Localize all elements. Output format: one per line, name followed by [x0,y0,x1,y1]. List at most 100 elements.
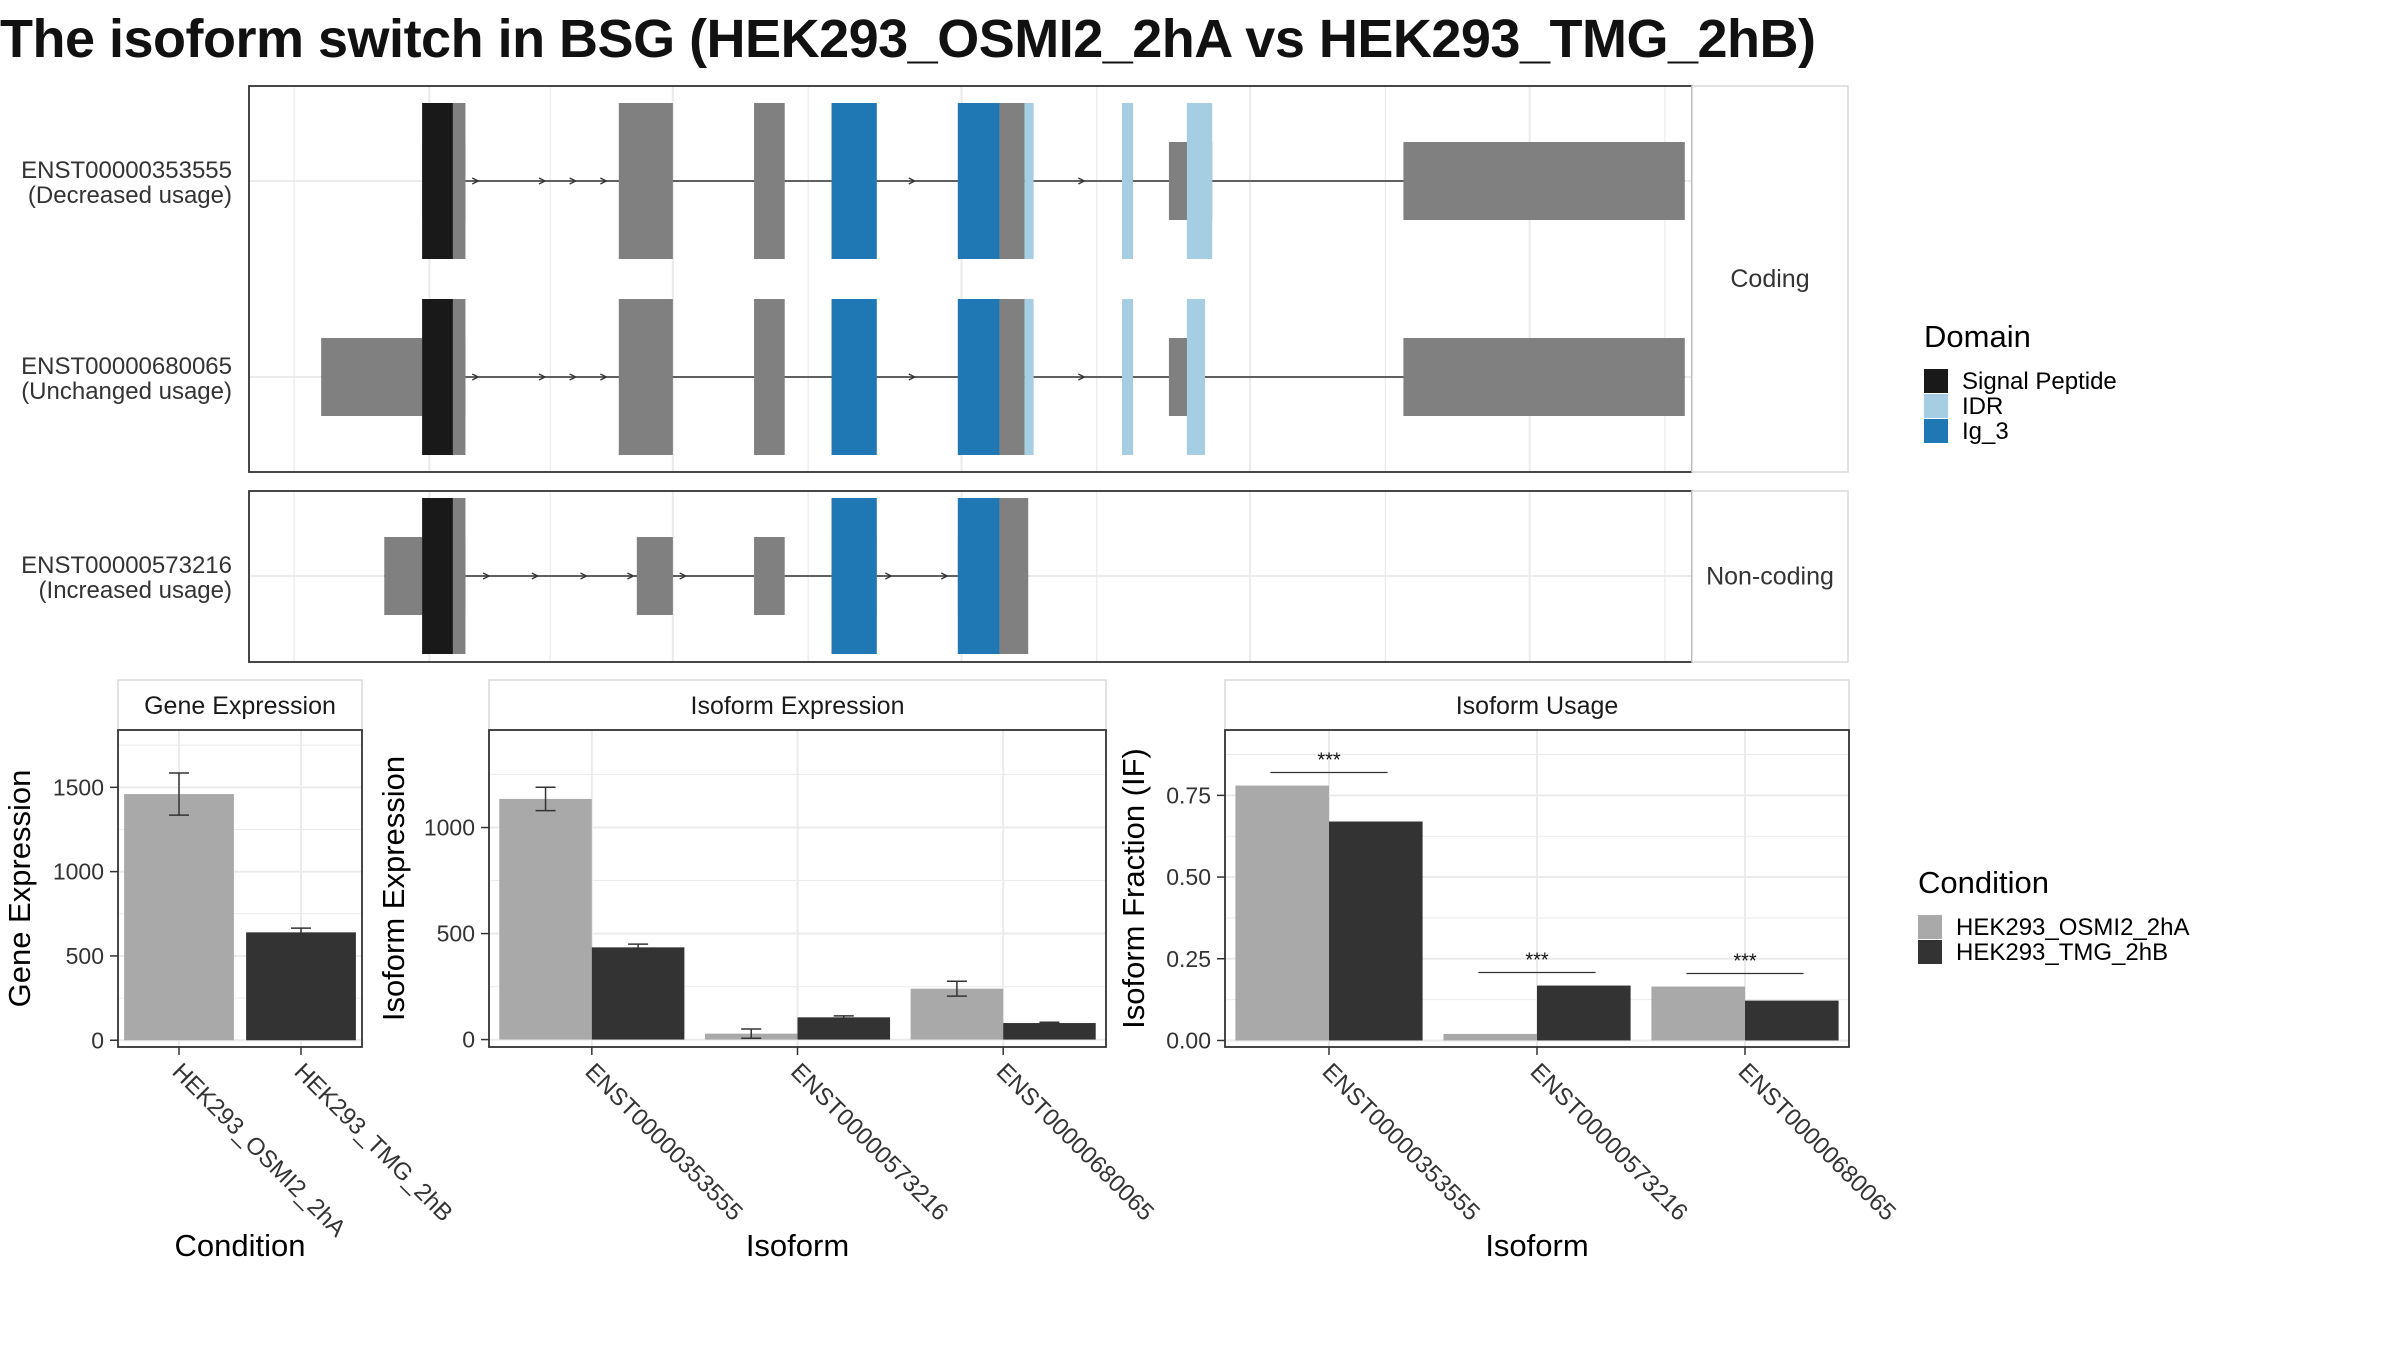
y-tick-label: 500 [437,921,475,947]
domain-signal-peptide [422,498,453,654]
x-axis-title: Isoform [746,1228,849,1263]
bar [910,988,1004,1040]
domain-legend-key [1924,369,1948,393]
condition-legend-title: Condition [1918,865,2049,900]
coding-exon [754,299,785,455]
intron-arrow [482,572,491,580]
bar [1443,1033,1537,1041]
y-axis-title: Isoform Expression [376,756,411,1021]
coding-exon [618,299,673,455]
chart-strip [117,679,363,731]
domain-ig_3 [831,299,877,455]
intron-arrow [600,177,608,185]
page-title: The isoform switch in BSG (HEK293_OSMI2_… [0,9,1816,69]
condition-legend-label: HEK293_OSMI2_2hA [1956,914,2189,941]
domain-ig_3 [957,103,1000,259]
transcript-usage-label: (Increased usage) [39,577,232,604]
bar [1745,1000,1839,1041]
chart-title: Gene Expression [144,692,336,720]
intron-arrow [538,373,547,381]
bar [1235,785,1329,1041]
bar [591,947,685,1040]
utr-exon [636,537,673,615]
coding-exon [754,103,785,259]
y-tick-label: 0.50 [1166,864,1211,890]
domain-legend-key [1924,419,1948,443]
domain-legend-label: Signal Peptide [1962,368,2117,395]
chart-border [488,729,1107,1048]
bar [499,798,592,1040]
domain-idr [1122,299,1133,455]
y-tick-label: 0.00 [1166,1027,1211,1053]
bar [246,932,356,1041]
x-tick-label: ENST00000680065 [1733,1058,1901,1226]
intron-arrow [531,572,540,580]
condition-legend-key [1918,940,1942,964]
y-axis-title: Isoform Fraction (IF) [1116,748,1151,1029]
y-tick-label: 1000 [424,815,475,841]
intron-arrow [627,572,635,580]
bar [1651,986,1745,1041]
utr-exon [1403,338,1685,416]
domain-ig_3 [831,498,877,654]
x-tick-label: ENST00000573216 [1525,1058,1693,1226]
chart-border [1224,729,1850,1048]
significance-label: *** [1733,950,1757,972]
x-tick-label: ENST00000680065 [991,1058,1159,1226]
chart-title: Isoform Usage [1456,692,1619,720]
domain-idr [1186,103,1213,259]
structure-facet-coding: ENST00000353555(Decreased usage)ENST0000… [21,85,1849,473]
intron-arrow [1078,373,1086,381]
chart-isoform-usage: Isoform Usage ENST00000353555 ENST00000573… [1116,679,1901,1263]
domain-legend-key [1924,394,1948,418]
transcript-id-label: ENST00000573216 [21,552,232,579]
utr-exon [754,537,785,615]
domain-ig_3 [831,103,877,259]
y-tick-label: 1500 [53,774,104,800]
intron-arrow [940,572,949,580]
transcript-ENST00000353555: ENST00000353555(Decreased usage) [21,103,1685,259]
intron-arrow [885,572,893,580]
transcript-usage-label: (Unchanged usage) [21,378,232,405]
domain-signal-peptide [422,299,453,455]
utr-exon [1403,142,1685,220]
coding-exon [618,103,673,259]
y-tick-label: 1000 [53,859,104,885]
domain-legend-title: Domain [1924,319,2031,354]
x-tick-label: ENST00000353555 [1317,1058,1485,1226]
bar [124,794,234,1041]
facet-strip-label: Non-coding [1706,563,1834,591]
bar [1329,821,1423,1041]
chart-border [117,729,363,1048]
intron-arrow [679,572,688,580]
transcript-ENST00000573216: ENST00000573216(Increased usage) [21,498,1029,654]
x-tick-label: ENST00000573216 [785,1058,953,1226]
chart-strip [488,679,1107,731]
condition-legend-label: HEK293_TMG_2hB [1956,939,2168,966]
intron-arrow [580,572,588,580]
y-tick-label: 0 [91,1027,104,1053]
y-tick-label: 0 [462,1027,475,1053]
domain-legend-label: Ig_3 [1962,418,2009,445]
intron-arrow [1078,177,1086,185]
intron-arrow [471,177,480,185]
bar [797,1017,891,1040]
domain-ig_3 [957,498,1000,654]
facet-strip [1691,85,1849,473]
intron-arrow [471,373,480,381]
facet-strip-label: Coding [1730,265,1809,293]
condition-legend-key [1918,915,1942,939]
domain-idr [1122,103,1133,259]
transcript-usage-label: (Decreased usage) [28,182,232,209]
y-tick-label: 0.75 [1166,782,1211,808]
significance-label: *** [1317,749,1341,771]
domain-signal-peptide [422,103,453,259]
domain-idr [1024,299,1034,455]
intron-arrow [908,177,917,185]
bar [1537,985,1631,1041]
transcript-id-label: ENST00000680065 [21,353,232,380]
transcript-id-label: ENST00000353555 [21,157,232,184]
x-axis-title: Isoform [1485,1228,1588,1263]
